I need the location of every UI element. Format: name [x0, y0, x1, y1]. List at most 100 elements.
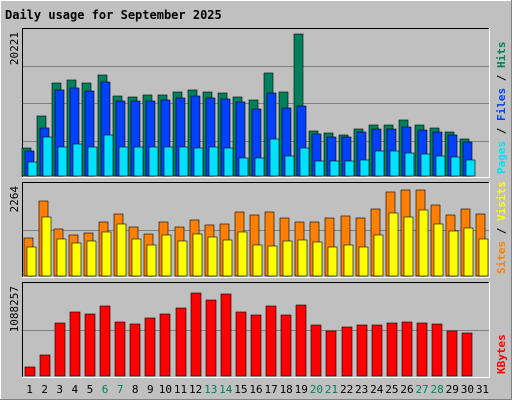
- series-pages: [27, 134, 476, 177]
- panel-ymax-label: 20221: [8, 32, 21, 65]
- bar-visits-day-20: [312, 241, 323, 277]
- bar-pages-day-1: [27, 161, 38, 177]
- bar-kbytes-day-11: [175, 307, 187, 377]
- bar-visits-day-16: [252, 244, 263, 277]
- bar-kbytes-day-15: [235, 311, 247, 377]
- bar-pages-day-12: [193, 147, 204, 177]
- panel-ymax-label: 2264: [8, 186, 21, 213]
- x-tick-label: 31: [476, 383, 489, 396]
- bar-pages-day-23: [359, 159, 370, 177]
- x-tick-label: 29: [446, 383, 459, 396]
- bar-kbytes-day-30: [461, 332, 473, 377]
- panel-ymax-label: 1088257: [8, 286, 21, 332]
- bar-pages-day-20: [314, 160, 325, 177]
- bar-pages-day-2: [42, 136, 53, 177]
- bar-pages-day-30: [465, 159, 476, 177]
- panel-kbytes: 1088257 KBytes: [8, 282, 508, 378]
- bar-pages-day-21: [329, 160, 340, 177]
- bar-kbytes-day-26: [401, 321, 413, 377]
- bar-visits-day-22: [343, 244, 354, 277]
- panel-legend-text: KBytes: [495, 334, 508, 374]
- legend-part-: /: [495, 221, 508, 241]
- bar-pages-day-9: [148, 146, 159, 177]
- legend-part-pages: Pages: [495, 141, 508, 174]
- x-tick-label: 7: [117, 383, 124, 396]
- bar-visits-day-13: [207, 236, 218, 277]
- bar-pages-day-19: [299, 147, 310, 177]
- bar-kbytes-day-24: [371, 324, 383, 377]
- bar-visits-day-15: [237, 231, 248, 277]
- x-tick-label: 4: [72, 383, 79, 396]
- bar-pages-day-29: [450, 156, 461, 177]
- bar-kbytes-day-7: [114, 321, 126, 377]
- bar-kbytes-day-10: [159, 313, 171, 377]
- bar-kbytes-day-14: [220, 293, 232, 377]
- bar-visits-day-27: [418, 209, 429, 277]
- x-tick-label: 22: [340, 383, 353, 396]
- bar-kbytes-day-20: [310, 324, 322, 377]
- bar-kbytes-day-3: [54, 322, 66, 377]
- bar-kbytes-day-21: [325, 330, 337, 377]
- panel-legend-text: Pages / Files / Hits: [495, 42, 508, 175]
- x-tick-label: 18: [280, 383, 293, 396]
- bar-visits-day-31: [478, 238, 489, 277]
- legend-part-: /: [495, 68, 508, 88]
- x-axis: 1 2 3 4 5 6 7 8 9 10 11 12 13 14 15 16 17 18 19 20 21 22 23 24 2…: [26, 383, 489, 396]
- bar-kbytes-day-12: [190, 292, 202, 377]
- panel-hits-files-pages: 20221 Pages / Files / Hits: [8, 28, 508, 178]
- bar-kbytes-day-18: [280, 314, 292, 377]
- bar-pages-day-27: [420, 153, 431, 177]
- bar-pages-day-24: [374, 150, 385, 177]
- legend-part-visits: Visits: [495, 181, 508, 221]
- x-tick-label: 24: [370, 383, 384, 396]
- bar-pages-day-5: [87, 146, 98, 177]
- bar-kbytes-day-13: [205, 299, 217, 377]
- bar-visits-day-2: [41, 216, 52, 277]
- x-tick-label: 14: [219, 383, 233, 396]
- bar-pages-day-14: [223, 147, 234, 177]
- panel-sites-visits: 2264 Sites / Visits: [8, 181, 508, 278]
- bar-kbytes-day-27: [416, 322, 428, 377]
- bar-kbytes-day-25: [386, 322, 398, 377]
- x-tick-label: 25: [385, 383, 398, 396]
- bar-kbytes-day-1: [24, 366, 36, 377]
- bar-visits-day-3: [56, 238, 67, 277]
- x-tick-label: 5: [87, 383, 94, 396]
- x-tick-label: 3: [56, 383, 63, 396]
- bar-kbytes-day-4: [69, 311, 81, 377]
- legend-part-: /: [495, 121, 508, 141]
- bar-pages-day-22: [344, 160, 355, 177]
- bar-kbytes-day-29: [446, 330, 458, 377]
- bar-visits-day-5: [86, 240, 97, 277]
- legend-part-sites: Sites: [495, 241, 508, 274]
- bar-kbytes-day-17: [265, 305, 277, 377]
- x-tick-label: 8: [132, 383, 139, 396]
- bar-pages-day-10: [163, 146, 174, 177]
- bar-kbytes-day-16: [250, 314, 262, 377]
- bar-kbytes-day-23: [356, 324, 368, 377]
- bar-pages-day-11: [178, 146, 189, 177]
- bar-pages-day-7: [118, 146, 129, 177]
- bar-kbytes-day-22: [341, 326, 353, 377]
- bar-visits-day-9: [146, 244, 157, 277]
- x-tick-label: 26: [400, 383, 413, 396]
- bar-visits-day-17: [267, 245, 278, 277]
- bar-pages-day-18: [284, 155, 295, 177]
- bar-visits-day-21: [327, 246, 338, 277]
- bar-pages-day-15: [238, 157, 249, 177]
- bar-visits-day-29: [448, 230, 459, 277]
- bar-pages-day-25: [389, 150, 400, 177]
- chart-panels: 20221 Pages / Files / Hits 2264 Sites / Vis…: [8, 28, 508, 378]
- series-visits: [26, 209, 489, 277]
- x-tick-label: 6: [102, 383, 109, 396]
- bar-visits-day-1: [26, 246, 37, 277]
- legend-part-files: Files: [495, 88, 508, 121]
- x-tick-label: 1: [26, 383, 33, 396]
- x-tick-label: 12: [189, 383, 202, 396]
- bar-visits-day-30: [463, 227, 474, 277]
- bar-kbytes-day-5: [84, 313, 96, 377]
- bar-visits-day-19: [297, 239, 308, 277]
- x-tick-label: 2: [41, 383, 48, 396]
- series-kbytes: [24, 292, 473, 377]
